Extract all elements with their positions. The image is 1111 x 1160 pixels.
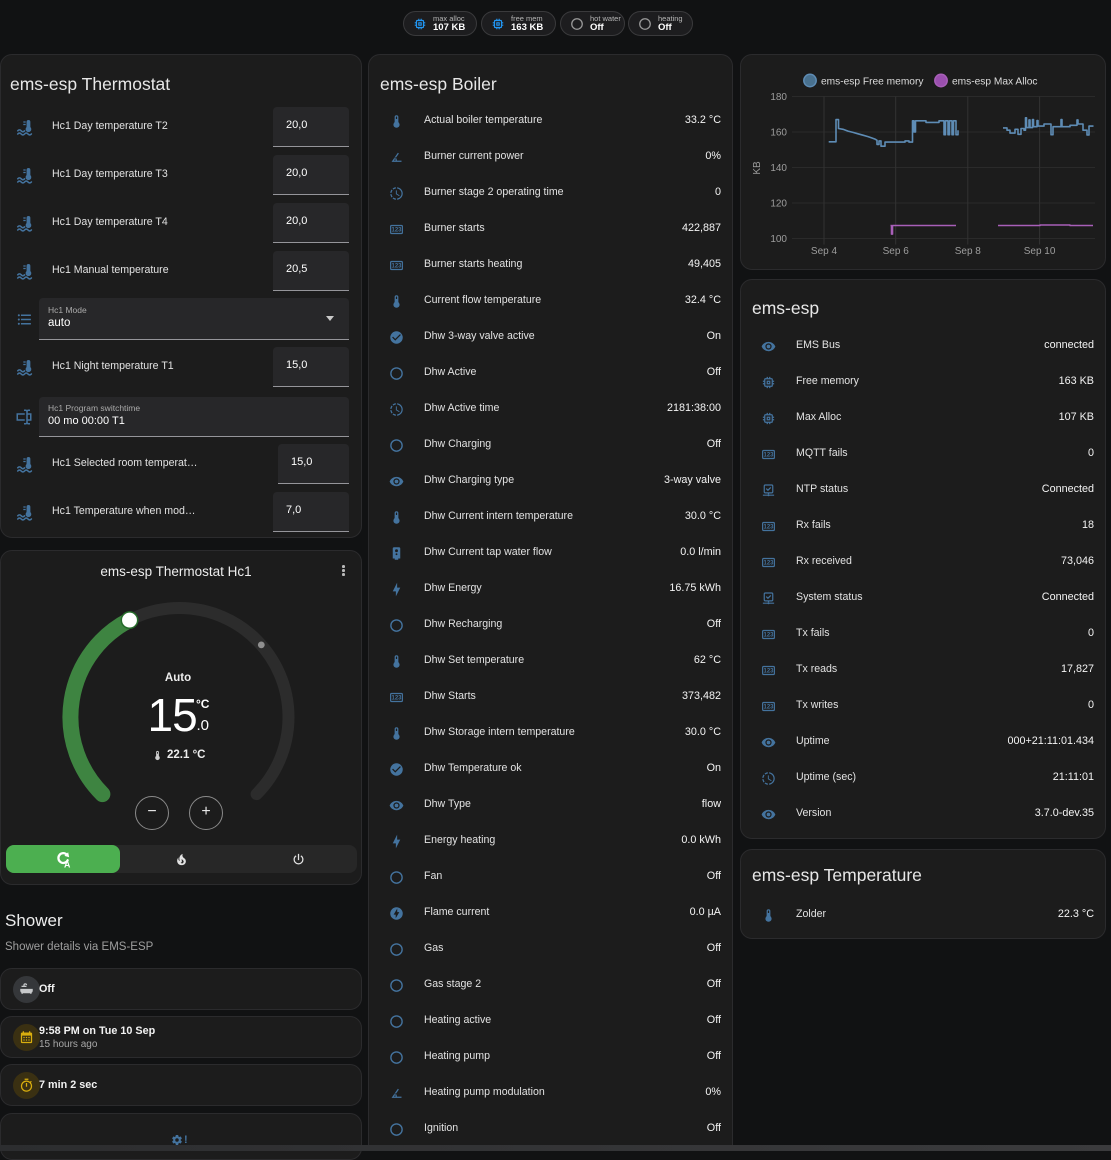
svg-text:180: 180: [770, 92, 787, 103]
svg-text:Sep 4: Sep 4: [811, 246, 838, 257]
svg-text:Sep 10: Sep 10: [1024, 246, 1056, 257]
svg-text:160: 160: [770, 128, 787, 139]
svg-text:Sep 6: Sep 6: [883, 246, 910, 257]
svg-text:ems-esp Free memory: ems-esp Free memory: [821, 77, 924, 88]
svg-text:100: 100: [770, 234, 787, 245]
svg-text:ems-esp Max Alloc: ems-esp Max Alloc: [952, 77, 1038, 88]
svg-text:120: 120: [770, 199, 787, 210]
svg-text:Sep 8: Sep 8: [955, 246, 982, 257]
svg-text:KB: KB: [752, 161, 763, 175]
svg-text:140: 140: [770, 163, 787, 174]
